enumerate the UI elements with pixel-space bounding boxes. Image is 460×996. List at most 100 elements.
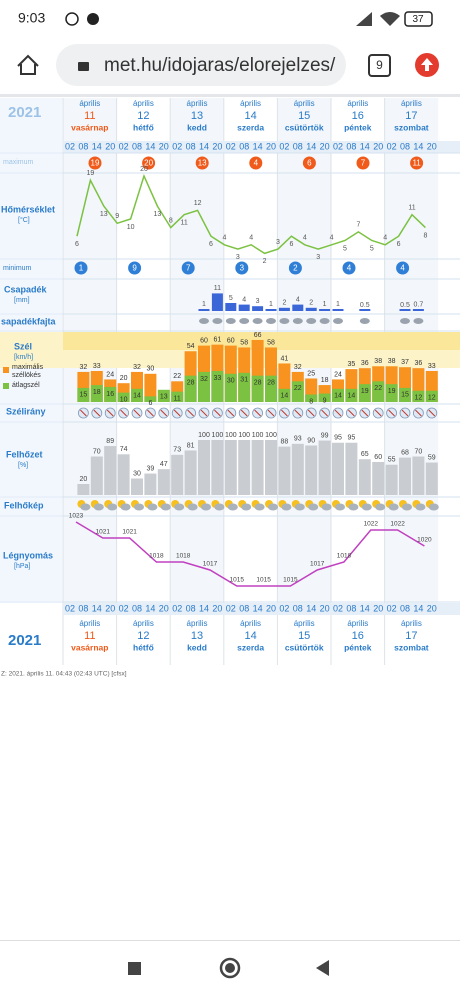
cloud-label: 65 bbox=[361, 451, 369, 458]
back-button[interactable] bbox=[316, 960, 329, 976]
avg-wind-bar bbox=[399, 387, 411, 402]
url[interactable]: met.hu/idojaras/elorejelzes/ bbox=[104, 55, 336, 76]
hour-label: 02 bbox=[279, 141, 289, 151]
legend-label: átlagszél bbox=[12, 382, 40, 389]
hour-label: 02 bbox=[387, 603, 397, 613]
hour-label: 02 bbox=[65, 141, 75, 151]
weekday: péntek bbox=[344, 122, 372, 132]
hour-label: 08 bbox=[346, 603, 356, 613]
temperature-label: 11 bbox=[181, 220, 188, 227]
cloud-bar bbox=[90, 456, 103, 495]
wind-dir-arrow bbox=[415, 409, 422, 417]
hour-label: 20 bbox=[159, 141, 169, 151]
temperature-label: 4 bbox=[330, 235, 334, 242]
temperature-label: 19 bbox=[87, 170, 95, 177]
cloud-icon bbox=[254, 503, 265, 511]
issued-note: Z: 2021. április 11. 04:43 (02:43 UTC) [… bbox=[1, 671, 127, 678]
cloud-label: 73 bbox=[173, 447, 181, 454]
temperature-label: 3 bbox=[236, 254, 240, 261]
gust-label: 32 bbox=[294, 364, 302, 371]
cloud-icon bbox=[80, 503, 91, 511]
hour-label: 20 bbox=[373, 141, 383, 151]
avg-wind-label: 22 bbox=[374, 385, 382, 392]
temperature-label: 10 bbox=[127, 224, 135, 231]
precip-label: 5 bbox=[229, 295, 233, 302]
avg-wind-bar bbox=[144, 396, 157, 402]
gust-label: 33 bbox=[93, 363, 101, 370]
cloud-icon bbox=[428, 503, 439, 511]
cloud-icon bbox=[201, 503, 211, 511]
gust-label: 20 bbox=[120, 375, 128, 382]
hour-label: 02 bbox=[119, 141, 129, 151]
cloud-icon bbox=[214, 503, 225, 511]
weekday: péntek bbox=[344, 642, 372, 652]
wind-dir-arrow bbox=[361, 409, 369, 417]
maximum-label: 6 bbox=[307, 159, 312, 168]
url-bar[interactable] bbox=[56, 44, 346, 86]
cloud-bar bbox=[104, 446, 117, 495]
tab-count[interactable]: 9 bbox=[376, 58, 383, 72]
avg-wind-label: 14 bbox=[281, 393, 289, 400]
temperature-label: 4 bbox=[303, 235, 307, 242]
hour-label: 14 bbox=[199, 603, 209, 613]
avg-wind-label: 13 bbox=[160, 394, 168, 401]
cloud-label: 70 bbox=[415, 448, 423, 455]
temperature-label: 4 bbox=[222, 235, 226, 242]
home-nav-button[interactable] bbox=[219, 957, 241, 979]
avg-wind-bar bbox=[278, 388, 291, 402]
cloud-label: 89 bbox=[106, 438, 114, 445]
hour-label: 20 bbox=[266, 141, 276, 151]
minimum-label: 3 bbox=[240, 264, 245, 273]
day-number: 17 bbox=[405, 630, 417, 642]
temperature-label: 11 bbox=[408, 205, 415, 212]
maximum-marker bbox=[302, 156, 316, 170]
gust-label: 22 bbox=[173, 373, 181, 380]
weekday: szombat bbox=[394, 642, 429, 652]
avg-wind-label: 19 bbox=[361, 388, 369, 395]
gust-label: 38 bbox=[374, 358, 382, 365]
wind-dir-arrow bbox=[307, 409, 315, 417]
cloud-icon bbox=[268, 503, 278, 511]
cloud-label: 100 bbox=[238, 432, 250, 439]
gust-label: 35 bbox=[348, 361, 356, 368]
precip-bar bbox=[412, 309, 424, 311]
temperature-label: 4 bbox=[383, 235, 387, 242]
home-button[interactable] bbox=[17, 54, 39, 75]
cloud-icon bbox=[375, 503, 386, 511]
avg-wind-bar bbox=[184, 375, 197, 402]
day-number: 15 bbox=[298, 630, 310, 642]
hour-label: 14 bbox=[145, 603, 155, 613]
recents-button[interactable] bbox=[128, 962, 141, 975]
hour-label: 02 bbox=[226, 603, 236, 613]
row-label: Csapadék bbox=[4, 284, 48, 294]
hour-label: 08 bbox=[186, 603, 196, 613]
row-unit: [hPa] bbox=[14, 563, 30, 570]
maximum-label: 19 bbox=[91, 159, 100, 168]
avg-wind-label: 12 bbox=[415, 395, 423, 402]
precip-label: 0.7 bbox=[414, 302, 424, 309]
hour-label: 02 bbox=[226, 141, 236, 151]
gust-label: 58 bbox=[240, 339, 248, 346]
wind-dir-arrow bbox=[334, 409, 342, 417]
row-label: Felhőkép bbox=[4, 500, 44, 510]
wind-dir-arrow bbox=[374, 409, 382, 417]
avg-wind-bar bbox=[358, 384, 371, 402]
cloud-icon bbox=[294, 503, 305, 511]
maximum-label: 7 bbox=[361, 159, 366, 168]
precip-type-icon bbox=[306, 318, 317, 324]
precip-label: 11 bbox=[214, 285, 221, 292]
row-unit: [%] bbox=[18, 462, 28, 469]
hour-label: 20 bbox=[320, 141, 330, 151]
pressure-label: 1021 bbox=[122, 529, 137, 536]
tabs-button[interactable] bbox=[368, 54, 391, 77]
update-arrow bbox=[421, 58, 433, 71]
precip-label: 0.5 bbox=[400, 302, 410, 309]
month: április bbox=[240, 99, 261, 108]
precip-bar bbox=[265, 309, 277, 311]
wind-dir-arrow bbox=[133, 409, 141, 417]
cloud-icon bbox=[134, 503, 144, 511]
gust-bar bbox=[144, 373, 157, 402]
hour-label: 14 bbox=[92, 141, 102, 151]
precip-label: 2 bbox=[282, 300, 286, 307]
